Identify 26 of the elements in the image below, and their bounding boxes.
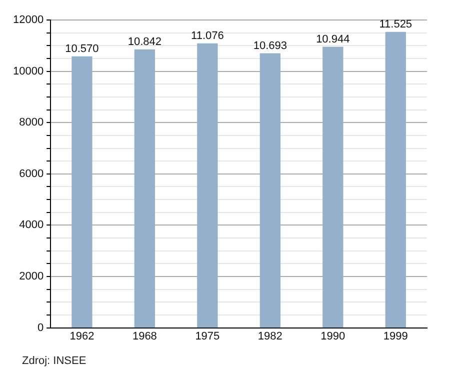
y-tick-label: 6000: [19, 168, 44, 180]
y-tick-label: 4000: [19, 219, 44, 232]
data-label: 10.570: [65, 43, 99, 56]
data-label: 10.842: [128, 36, 162, 48]
bar: [197, 43, 218, 328]
bar: [260, 53, 280, 328]
data-label: 10.944: [316, 34, 350, 46]
data-label: 11.076: [191, 30, 224, 42]
y-tick-label: 0: [37, 322, 44, 334]
y-tick-label: 2000: [19, 270, 44, 283]
x-tick-label: 1975: [195, 330, 220, 342]
y-tick-label: 12000: [12, 14, 44, 26]
x-tick-label: 1990: [320, 330, 346, 342]
x-tick-label: 1962: [70, 330, 94, 342]
x-tick-label: 1968: [132, 330, 157, 342]
data-label: 11.525: [379, 18, 412, 31]
bar: [322, 46, 344, 328]
y-tick-label: 10000: [12, 65, 44, 78]
x-tick-label: 1999: [383, 330, 408, 342]
y-tick-label: 8000: [19, 116, 44, 129]
x-tick-label: 1982: [258, 330, 282, 342]
data-label: 10.693: [253, 40, 287, 52]
bar: [134, 49, 156, 328]
bar: [385, 32, 406, 328]
text: Zdroj: INSEE: [22, 355, 86, 367]
bar: [72, 56, 92, 328]
